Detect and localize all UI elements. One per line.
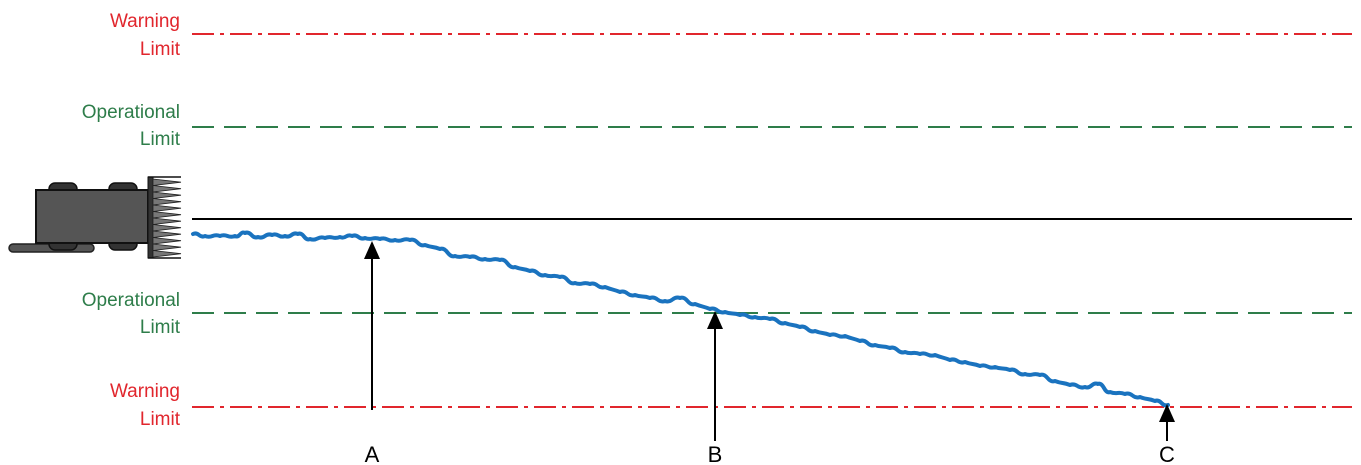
marker-a: A: [364, 241, 380, 465]
lower-operational-limit: Operational Limit: [82, 290, 1352, 338]
upper-warning-label-line2: Limit: [140, 39, 181, 60]
machine-cutter-plate: [147, 176, 154, 259]
marker-a-label: A: [365, 442, 380, 465]
lower-operational-label-line1: Operational: [82, 290, 180, 311]
cutter-tooth: [152, 191, 182, 199]
marker-c: C: [1159, 404, 1175, 465]
cutter-tooth: [152, 217, 182, 225]
cutter-tooth: [152, 178, 182, 186]
cutter-tooth: [152, 211, 182, 219]
cutter-tooth: [152, 224, 182, 232]
cutter-tooth: [152, 230, 182, 238]
lower-warning-label-line1: Warning: [110, 381, 180, 402]
boring-machine-icon: [8, 176, 182, 259]
bore-path-curve: [191, 230, 1170, 408]
lower-warning-label-line2: Limit: [140, 409, 181, 430]
upper-warning-limit: Warning Limit: [110, 11, 1352, 60]
marker-b: B: [707, 311, 723, 465]
lower-warning-limit: Warning Limit: [110, 381, 1352, 430]
machine-cutter-teeth: [152, 178, 182, 258]
cutter-tooth: [152, 250, 182, 258]
cutter-tooth: [152, 185, 182, 193]
machine-body: [35, 189, 149, 244]
upper-warning-label-line1: Warning: [110, 11, 180, 32]
upper-operational-limit: Operational Limit: [82, 102, 1352, 150]
marker-c-label: C: [1159, 442, 1175, 465]
cutter-tooth: [152, 243, 182, 251]
upper-operational-label-line2: Limit: [140, 129, 181, 150]
lower-operational-label-line2: Limit: [140, 317, 181, 338]
cutter-tooth: [152, 237, 182, 245]
marker-b-label: B: [708, 442, 723, 465]
cutter-tooth: [152, 204, 182, 212]
upper-operational-label-line1: Operational: [82, 102, 180, 123]
cutter-tooth: [152, 198, 182, 206]
